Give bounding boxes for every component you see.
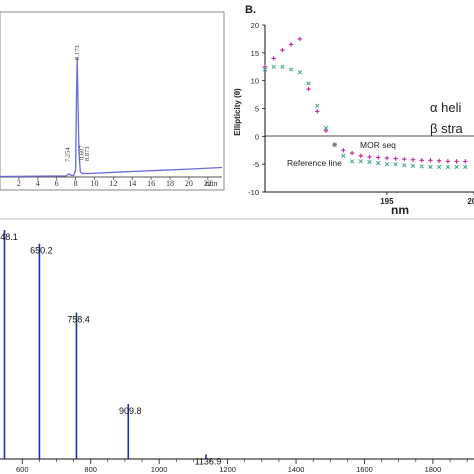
cd-point-reference [315,103,320,108]
ms-x-tick-label: 800 [84,465,97,474]
cd-point-reference [297,70,302,75]
ms-peak-label: 1136.9 [195,456,222,466]
chromatogram-trace [0,57,223,178]
cd-point-reference [323,125,329,131]
cd-point-reference [341,153,346,158]
cd-point-mor-seq [358,153,363,159]
cd-point-reference [445,164,451,170]
cd-y-tick-label: 15 [251,49,259,58]
chromatogram-x-tick-label: 20 [185,179,193,188]
cd-point-mor-seq [367,154,372,160]
chromatogram-peak-label: 8.173 [74,45,81,60]
cd-point-mor-seq [288,42,294,47]
chromatogram-frame [0,11,225,191]
cd-point-mor-seq [454,159,459,164]
cd-point-mor-seq [384,155,390,161]
cd-point-mor-seq [402,156,407,162]
chromatogram-x-tick-label: 22 [204,179,212,188]
cd-point-reference [367,159,372,165]
legend-text-alpha-helix: α heli [430,100,461,115]
cd-point-reference [419,164,424,169]
cd-point-reference [393,162,398,167]
cd-point-reference [262,67,268,72]
chromatogram-x-tick-label: 14 [128,179,136,188]
ms-peak-label: 650.2 [30,246,53,256]
cd-point-mor-seq [341,148,346,153]
cd-point-reference [306,81,311,86]
cd-point-reference [332,142,337,147]
chromatogram-x-tick-label: 6 [55,179,59,188]
chromatogram-x-tick-label: 2 [17,179,21,188]
cd-point-mor-seq [419,158,424,163]
cd-point-reference [428,164,433,170]
cd-point-reference [358,159,363,164]
cd-point-mor-seq [445,159,451,164]
cd-point-reference [437,164,442,170]
cd-point-reference [463,164,468,170]
chromatogram-x-tick-label: 10 [90,179,98,188]
chromatogram-peak-label: 7.254 [65,147,72,162]
chromatogram-x-tick-label: 12 [109,179,117,188]
chromatogram-panel: 2 4 6 8 10 12 14 16 18 20 22 7.2548.1738.6078.873 … [0,11,225,191]
cd-y-axis-title: Ellipticity (θ) [233,88,242,136]
cd-point-mor-seq [280,47,285,53]
cd-point-mor-seq [349,150,355,156]
ms-peak-label: 758.4 [67,314,90,324]
cd-point-mor-seq [393,156,398,161]
cd-point-reference [402,163,407,168]
cd-point-reference [384,162,390,167]
chromatogram-x-tick-label: 8 [74,179,78,188]
cd-point-mor-seq [428,158,433,163]
cd-point-mor-seq [306,86,311,92]
ms-peak-label: 548.1 [0,232,18,242]
ms-x-tick-label: 1800 [425,465,442,474]
cd-point-reference [280,64,285,69]
cd-point-mor-seq [463,159,468,164]
panel-b-label: B. [245,4,256,16]
cd-point-mor-seq [410,157,416,162]
chromatogram-x-tick-label: 4 [36,179,40,188]
cd-x-tick-label: 195 [380,197,394,206]
cd-point-reference [288,67,294,72]
cd-point-reference [349,159,355,164]
cd-y-tick-label: 5 [255,105,259,114]
chromatogram-peak-label: 8.873 [84,146,91,161]
ms-x-tick-label: 1200 [219,465,236,474]
ms-x-tick-label: 1400 [288,465,305,474]
cd-point-reference [410,163,416,168]
cd-y-tick-label: 0 [255,132,259,141]
cd-point-reference [376,160,381,166]
cd-point-mor-seq [315,109,320,114]
ms-x-tick-label: 600 [16,465,29,474]
cd-point-mor-seq [323,128,329,133]
mass-spectrum-panel: 600 800 1000 1200 1400 1600 1800 548.1 650.2 758… [0,218,474,474]
cd-y-tick-label: 10 [251,77,259,86]
cd-point-mor-seq [271,56,276,61]
cd-point-reference [271,64,276,69]
cd-point-reference [454,164,459,170]
cd-point-mor-seq [262,64,268,69]
cd-point-mor-seq [436,158,442,164]
series-label-mor-seq: MOR seq [360,140,396,150]
cd-point-mor-seq [376,155,381,160]
chromatogram-x-unit: min [205,179,217,188]
ms-peak-label: 909.8 [119,406,142,416]
ms-x-tick-label: 1600 [356,465,373,474]
cd-x-axis-title: nm [391,203,409,217]
cd-x-tick-label: 200 [467,197,474,206]
cd-y-tick-label: -10 [248,188,259,197]
cd-y-tick-label: -5 [252,160,259,169]
chromatogram-x-tick-label: 18 [166,179,174,188]
cd-y-tick-label: 20 [251,21,259,30]
legend-text-beta-strand: β stra [430,121,464,136]
cd-point-mor-seq [297,36,303,42]
chromatogram-x-tick-label: 16 [147,179,155,188]
series-label-reference-line: Reference line [287,158,342,168]
ms-x-tick-label: 1000 [151,465,168,474]
chromatogram-peak-label: 8.607 [78,145,85,160]
